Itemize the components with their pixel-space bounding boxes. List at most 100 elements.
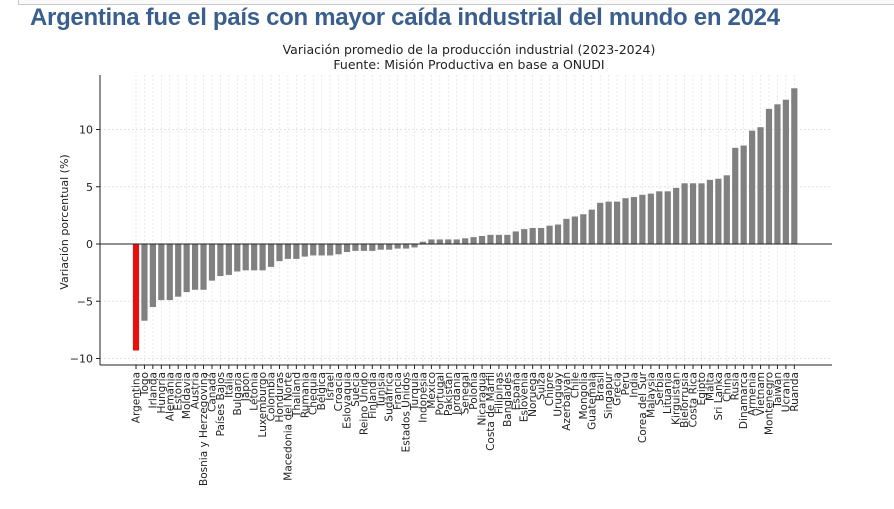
bar-mongolia bbox=[580, 214, 587, 244]
bar-israel bbox=[327, 244, 334, 256]
bar-colombia bbox=[267, 244, 275, 267]
chart-title: Variación promedio de la producción indu… bbox=[283, 42, 656, 57]
x-tick-label: Austria bbox=[190, 372, 202, 409]
x-tick-label: Sudáfrica bbox=[384, 372, 396, 422]
bar-polonia bbox=[470, 237, 477, 244]
x-tick-label: Bielorrusia bbox=[679, 372, 691, 428]
x-tick-label: Costa de Marfil bbox=[485, 372, 497, 451]
bar-méxico bbox=[428, 239, 435, 244]
x-tick-label: Malta bbox=[704, 372, 716, 401]
page-headline: Argentina fue el país con mayor caída in… bbox=[30, 4, 780, 31]
bar-malta bbox=[706, 179, 714, 244]
bar-rusia bbox=[732, 147, 739, 244]
bar-guatemala bbox=[588, 209, 595, 244]
x-tick-label: Taiwán bbox=[772, 372, 784, 409]
bar-macedonia-del-norte bbox=[284, 244, 292, 259]
x-tick-label: Indonesia bbox=[417, 372, 429, 423]
x-tick-label: Corea del Sur bbox=[637, 371, 649, 443]
bar-serbia bbox=[656, 191, 663, 244]
x-tick-label: Singapur bbox=[603, 371, 615, 419]
bar-sri-lanka bbox=[715, 178, 722, 244]
y-tick-label: 10 bbox=[79, 124, 93, 137]
bar-canadá bbox=[208, 244, 216, 281]
bar-españa bbox=[512, 231, 519, 244]
x-tick-label: Suecia bbox=[350, 372, 362, 407]
x-tick-label: Estonia bbox=[173, 372, 185, 411]
x-tick-label: Honduras bbox=[274, 372, 286, 423]
x-tick-label: Togo bbox=[139, 372, 151, 397]
bar-finlandia bbox=[369, 244, 376, 251]
top-frame-border bbox=[18, 0, 894, 5]
bar-armenia bbox=[749, 130, 756, 244]
bar-hungría bbox=[158, 244, 165, 301]
x-tick-label: Suiza bbox=[536, 372, 548, 400]
bar-indonesia bbox=[419, 241, 427, 244]
bar-tunisia bbox=[377, 244, 384, 250]
bar-moldavia bbox=[183, 244, 190, 293]
bar-rumania bbox=[301, 244, 308, 257]
x-tick-label: Bélgica bbox=[316, 372, 328, 410]
x-tick-label: Bulgaria bbox=[232, 372, 244, 416]
x-tick-label: Montenegro bbox=[764, 372, 776, 435]
bar-azerbaiyán bbox=[563, 218, 570, 244]
x-tick-label: Azerbaiyán bbox=[561, 372, 573, 431]
x-tick-label: Brasil bbox=[595, 372, 607, 401]
x-tick-label: Eslovenia bbox=[519, 372, 531, 422]
x-tick-label: Finlandia bbox=[367, 372, 379, 419]
x-tick-label: Ruanda bbox=[789, 372, 801, 412]
x-tick-label: Moldavia bbox=[181, 372, 193, 419]
bar-kirguistán bbox=[673, 187, 680, 244]
bar-china bbox=[723, 175, 730, 244]
x-tick-label: Filipinas bbox=[493, 372, 505, 414]
x-tick-label: Senegal bbox=[460, 372, 472, 414]
x-tick-label: Polonia bbox=[468, 372, 480, 410]
x-tick-label: Italia bbox=[223, 372, 235, 398]
x-tick-label: Estados Unidos bbox=[401, 372, 413, 452]
bar-bosnia-y-herzegovina bbox=[200, 244, 207, 290]
chart-subtitle: Fuente: Misión Productiva en base a ONUD… bbox=[333, 57, 604, 72]
x-tick-label: Irlanda bbox=[147, 372, 159, 409]
x-tick-label: Sri Lanka bbox=[713, 372, 725, 421]
x-tick-label: Canadá bbox=[206, 372, 218, 412]
x-axis: ArgentinaTogoIrlandaHungríaAlemaniaEston… bbox=[100, 364, 832, 486]
bar-ruanda bbox=[791, 88, 798, 244]
bar-dinamarca bbox=[740, 145, 747, 244]
bar-senegal bbox=[462, 238, 469, 244]
bar-togo bbox=[141, 244, 148, 321]
y-tick-label: −5 bbox=[77, 295, 93, 308]
x-tick-label: Luxemburgo bbox=[257, 372, 269, 437]
x-tick-label: Grecia bbox=[612, 372, 624, 406]
x-tick-label: Tunisia bbox=[375, 372, 387, 409]
bar-francia bbox=[394, 244, 401, 249]
bar-malaysia bbox=[647, 193, 654, 244]
x-tick-label: Ucrania bbox=[780, 372, 792, 412]
x-tick-label: Alemania bbox=[164, 372, 176, 421]
bar-taiwán bbox=[774, 104, 781, 244]
bar-suiza bbox=[538, 227, 545, 244]
x-tick-label: China bbox=[721, 372, 733, 402]
bar-costa-de-marfil bbox=[487, 234, 494, 244]
bar-italia bbox=[225, 244, 232, 275]
bar-honduras bbox=[276, 244, 283, 262]
x-tick-label: Serbia bbox=[654, 372, 666, 405]
x-tick-label: Chile bbox=[569, 372, 581, 398]
bar-lituania bbox=[664, 191, 671, 244]
bar-países-bajos bbox=[217, 244, 224, 277]
x-tick-label: Eslovaquia bbox=[342, 372, 354, 429]
bar-ucrania bbox=[782, 99, 789, 244]
x-tick-label: Rusia bbox=[730, 372, 742, 400]
x-tick-label: Chipre bbox=[544, 372, 556, 406]
bar-bielorrusia bbox=[681, 183, 688, 244]
bar-irlanda bbox=[149, 244, 156, 307]
x-tick-label: Lituania bbox=[662, 372, 674, 414]
bar-turquía bbox=[411, 244, 418, 248]
x-tick-label: Mongolia bbox=[578, 372, 590, 420]
y-axis-label: Variación porcentual (%) bbox=[58, 154, 71, 289]
bar-pakistán bbox=[445, 239, 452, 244]
bar-suecia bbox=[352, 244, 359, 251]
bar-chile bbox=[571, 216, 578, 244]
bar-bélgica bbox=[318, 244, 325, 256]
bar-montenegro bbox=[765, 108, 773, 244]
bar-alemania bbox=[166, 244, 173, 301]
x-tick-label: Perú bbox=[620, 372, 632, 395]
